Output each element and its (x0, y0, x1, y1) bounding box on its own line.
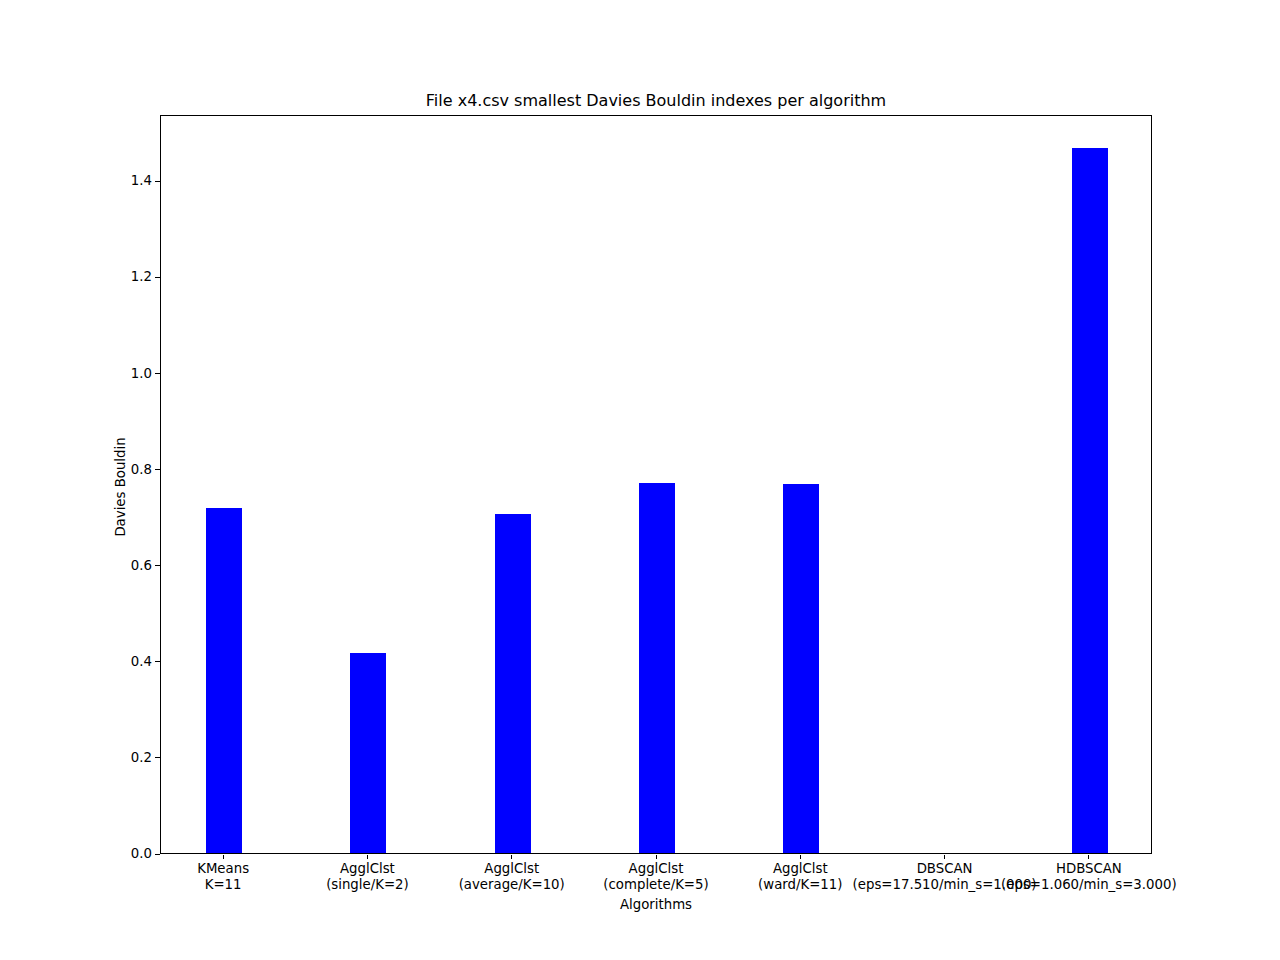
x-tick-label-2: AgglClst(average/K=10) (459, 861, 565, 892)
bar-6 (1072, 148, 1108, 853)
x-tick-label-line: AgglClst (326, 861, 409, 877)
x-tick-mark (656, 855, 657, 859)
x-tick-label-1: AgglClst(single/K=2) (326, 861, 409, 892)
x-tick-label-line: AgglClst (758, 861, 842, 877)
x-tick-label-line: (eps=17.510/min_s=1.000) (853, 877, 1037, 893)
bar-3 (639, 483, 675, 853)
x-axis-label: Algorithms (160, 897, 1152, 913)
y-tick-label-0.0: 0.0 (0, 846, 152, 862)
y-tick-label-0.8: 0.8 (0, 462, 152, 478)
x-tick-label-line: AgglClst (603, 861, 708, 877)
y-tick-label-1.4: 1.4 (0, 173, 152, 189)
x-tick-label-0: KMeansK=11 (197, 861, 249, 892)
x-tick-mark (944, 855, 945, 859)
x-tick-label-line: HDBSCAN (1001, 861, 1176, 877)
y-tick-label-0.6: 0.6 (0, 558, 152, 574)
x-tick-mark (1088, 855, 1089, 859)
x-tick-label-line: (single/K=2) (326, 877, 409, 893)
bar-0 (206, 508, 242, 853)
x-tick-label-line: K=11 (197, 877, 249, 893)
x-tick-label-line: (complete/K=5) (603, 877, 708, 893)
bar-4 (783, 484, 819, 854)
x-tick-label-6: HDBSCAN(eps=1.060/min_s=3.000) (1001, 861, 1176, 892)
y-axis-label: Davies Bouldin (113, 437, 129, 536)
x-tick-mark (800, 855, 801, 859)
bars-layer (161, 116, 1151, 853)
x-tick-mark (511, 855, 512, 859)
x-tick-label-line: DBSCAN (853, 861, 1037, 877)
y-tick-label-1.2: 1.2 (0, 269, 152, 285)
chart-title: File x4.csv smallest Davies Bouldin inde… (160, 91, 1152, 110)
bar-2 (495, 514, 531, 853)
x-tick-label-line: KMeans (197, 861, 249, 877)
x-tick-label-line: (average/K=10) (459, 877, 565, 893)
y-tick-label-0.4: 0.4 (0, 654, 152, 670)
x-tick-mark (367, 855, 368, 859)
x-tick-label-line: AgglClst (459, 861, 565, 877)
bar-1 (350, 653, 386, 853)
x-tick-label-4: AgglClst(ward/K=11) (758, 861, 842, 892)
x-tick-label-line: (eps=1.060/min_s=3.000) (1001, 877, 1176, 893)
y-tick-label-0.2: 0.2 (0, 750, 152, 766)
x-tick-label-5: DBSCAN(eps=17.510/min_s=1.000) (853, 861, 1037, 892)
y-tick-label-1.0: 1.0 (0, 366, 152, 382)
x-tick-mark (223, 855, 224, 859)
x-tick-label-line: (ward/K=11) (758, 877, 842, 893)
figure: File x4.csv smallest Davies Bouldin inde… (0, 0, 1280, 960)
plot-area (160, 115, 1152, 854)
x-tick-label-3: AgglClst(complete/K=5) (603, 861, 708, 892)
